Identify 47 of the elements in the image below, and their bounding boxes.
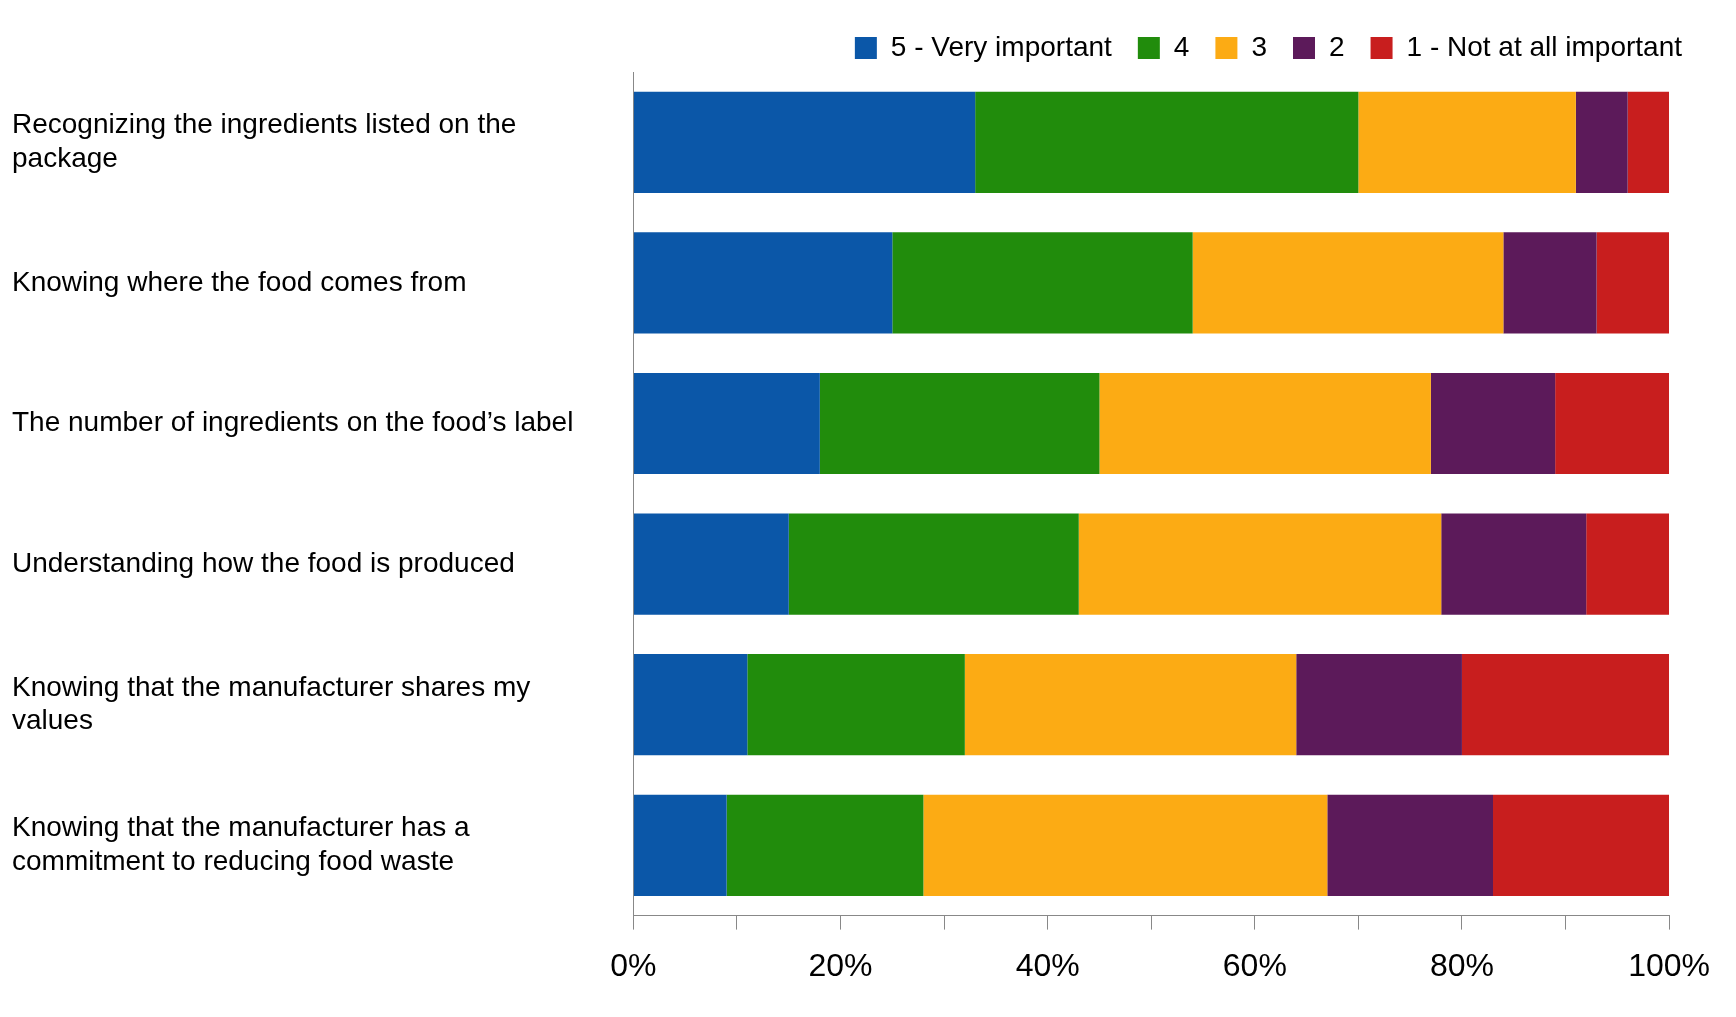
x-tick-label: 100% <box>1628 946 1710 983</box>
bar <box>1627 91 1670 193</box>
bar <box>1327 794 1494 896</box>
bar <box>1586 513 1670 615</box>
bar <box>633 794 727 896</box>
legend-label: 1 - Not at all important <box>1406 30 1683 62</box>
legend-label: 3 <box>1251 30 1267 62</box>
bar <box>1503 232 1597 334</box>
y-tick-label: Knowing where the food comes from <box>12 265 467 297</box>
bar <box>633 232 893 334</box>
x-tick-label: 60% <box>1222 946 1287 983</box>
bar <box>1192 232 1504 334</box>
bar <box>1296 654 1462 756</box>
bar <box>633 372 820 475</box>
bar <box>633 654 748 756</box>
x-tick-label: 40% <box>1015 946 1080 983</box>
x-tick-label: 0% <box>610 946 657 983</box>
y-tick-label: Knowing that the manufacturer has a commitment to reducing food waste <box>12 811 471 876</box>
bar <box>1358 91 1576 193</box>
legend-label: 2 <box>1328 30 1345 62</box>
legend-label: 5 - Very important <box>890 30 1113 62</box>
legend-label: 4 <box>1173 30 1190 62</box>
bar <box>964 654 1297 756</box>
bar <box>1575 91 1628 193</box>
bar <box>633 91 976 193</box>
bar <box>1078 513 1442 615</box>
bar <box>1099 372 1431 475</box>
y-tick-label: Recognizing the ingredients listed on the package <box>12 108 517 173</box>
x-tick-label: 20% <box>808 946 873 983</box>
bar <box>1461 654 1670 756</box>
y-tick-label: The number of ingredients on the food’s label <box>12 406 574 438</box>
y-tick-label: Understanding how the food is produced <box>12 546 515 578</box>
bar <box>1555 372 1670 475</box>
bar <box>1596 232 1670 334</box>
bar <box>975 91 1359 193</box>
bar <box>1441 513 1587 615</box>
bar <box>747 654 965 756</box>
y-tick-label: Knowing that the manufacturer shares my values <box>12 670 531 736</box>
bar <box>892 232 1193 334</box>
bar <box>1493 794 1670 896</box>
bar <box>788 513 1079 615</box>
bar <box>819 372 1100 475</box>
bar <box>633 513 789 615</box>
x-tick-label: 80% <box>1429 946 1494 983</box>
bar <box>923 794 1328 896</box>
bar <box>1430 372 1556 475</box>
bar <box>726 794 924 896</box>
